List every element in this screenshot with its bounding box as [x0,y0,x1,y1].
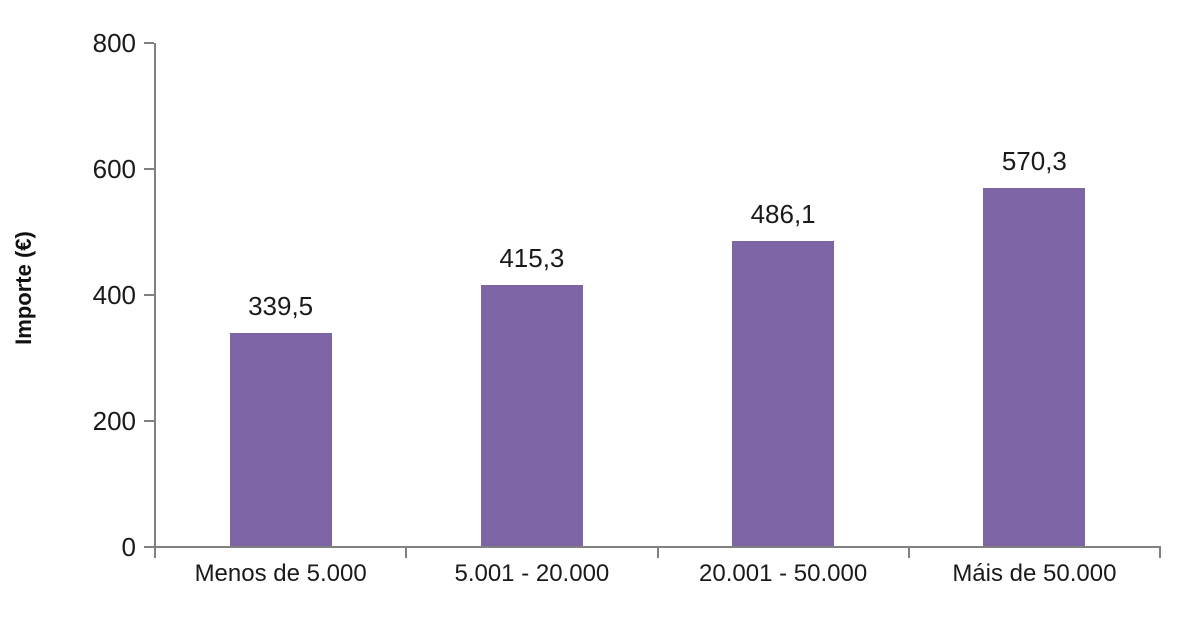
y-axis-line [154,43,156,547]
x-category-label: 5.001 - 20.000 [454,560,610,587]
x-tick-mark [405,548,408,558]
y-tick-label: 400 [92,280,136,310]
x-tick-mark [656,548,659,558]
bar [732,240,835,546]
y-tick-label: 0 [121,532,136,562]
x-tick-mark [1159,548,1161,558]
y-tick-label: 800 [92,28,136,58]
y-tick-label: 200 [92,406,136,436]
bar-value-label: 339,5 [248,291,314,322]
x-category-label: Máis de 50.000 [952,560,1117,587]
bar [229,333,332,546]
y-tick-mark [144,420,154,422]
bar-value-label: 415,3 [499,243,565,274]
y-tick-label: 600 [92,154,136,184]
bar-value-label: 486,1 [750,198,816,229]
x-tick-mark [907,548,910,558]
bar-value-label: 570,3 [1001,145,1067,176]
x-axis-line [154,546,1161,548]
y-tick-mark [144,168,154,170]
y-tick-mark [144,546,154,548]
bar [480,285,583,546]
y-tick-mark [144,42,154,44]
bar [983,187,1086,546]
x-category-label: 20.001 - 50.000 [699,560,868,587]
x-tick-mark [154,548,156,558]
x-category-label: Menos de 5.000 [194,560,367,587]
y-tick-mark [144,294,154,296]
